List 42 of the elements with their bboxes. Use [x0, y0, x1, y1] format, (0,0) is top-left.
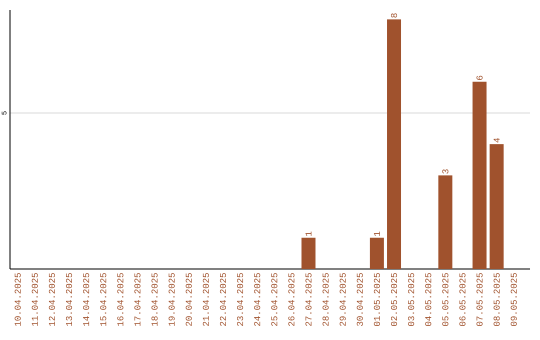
x-tick-label: 05.05.2025 — [442, 273, 448, 326]
x-tick-label: 24.04.2025 — [254, 273, 260, 326]
x-tick-label: 01.05.2025 — [374, 273, 380, 326]
x-tick-label: 28.04.2025 — [322, 273, 329, 326]
x-tick-label: 23.04.2025 — [237, 273, 244, 326]
bar — [472, 82, 487, 269]
bar — [438, 175, 452, 269]
x-tick-label: 26.04.2025 — [288, 273, 294, 326]
bar — [387, 19, 402, 269]
bar — [370, 238, 384, 269]
x-tick-label: 12.04.2025 — [48, 273, 55, 326]
bar — [490, 144, 504, 269]
x-tick-label: 04.05.2025 — [425, 273, 432, 326]
x-tick-label: 14.04.2025 — [83, 273, 90, 326]
x-tick-label: 02.05.2025 — [390, 273, 398, 326]
x-tick-label: 13.04.2025 — [66, 273, 72, 326]
x-tick-label: 06.05.2025 — [459, 273, 466, 326]
x-tick-label: 20.04.2025 — [186, 273, 192, 326]
x-tick-label: 27.04.2025 — [305, 273, 312, 326]
x-tick-label: 30.04.2025 — [356, 273, 363, 326]
data-label: 8 — [390, 13, 398, 18]
x-tick-label: 07.05.2025 — [476, 273, 483, 326]
x-tick-label: 16.04.2025 — [117, 273, 124, 326]
x-tick-label: 29.04.2025 — [340, 273, 346, 326]
x-tick-label: 09.05.2025 — [510, 273, 517, 326]
data-label: 1 — [306, 232, 312, 236]
x-tick-label: 15.04.2025 — [100, 273, 106, 326]
x-tick-label: 11.04.2025 — [32, 273, 38, 326]
x-tick-label: 22.04.2025 — [220, 273, 226, 326]
x-tick-label: 25.04.2025 — [271, 273, 278, 326]
data-label: 6 — [476, 76, 483, 80]
x-tick-label: 19.04.2025 — [168, 273, 175, 326]
x-tick-label: 18.04.2025 — [151, 273, 158, 326]
x-tick-label: 10.04.2025 — [14, 273, 21, 326]
bar — [301, 238, 316, 269]
x-tick-label: 21.04.2025 — [202, 273, 209, 326]
data-label: 3 — [442, 169, 448, 174]
x-tick-label: 17.04.2025 — [134, 273, 140, 326]
x-tick-label: 03.05.2025 — [408, 273, 414, 326]
x-tick-label: 08.05.2025 — [494, 273, 500, 326]
data-label: 1 — [374, 232, 380, 236]
data-label: 4 — [494, 138, 500, 143]
